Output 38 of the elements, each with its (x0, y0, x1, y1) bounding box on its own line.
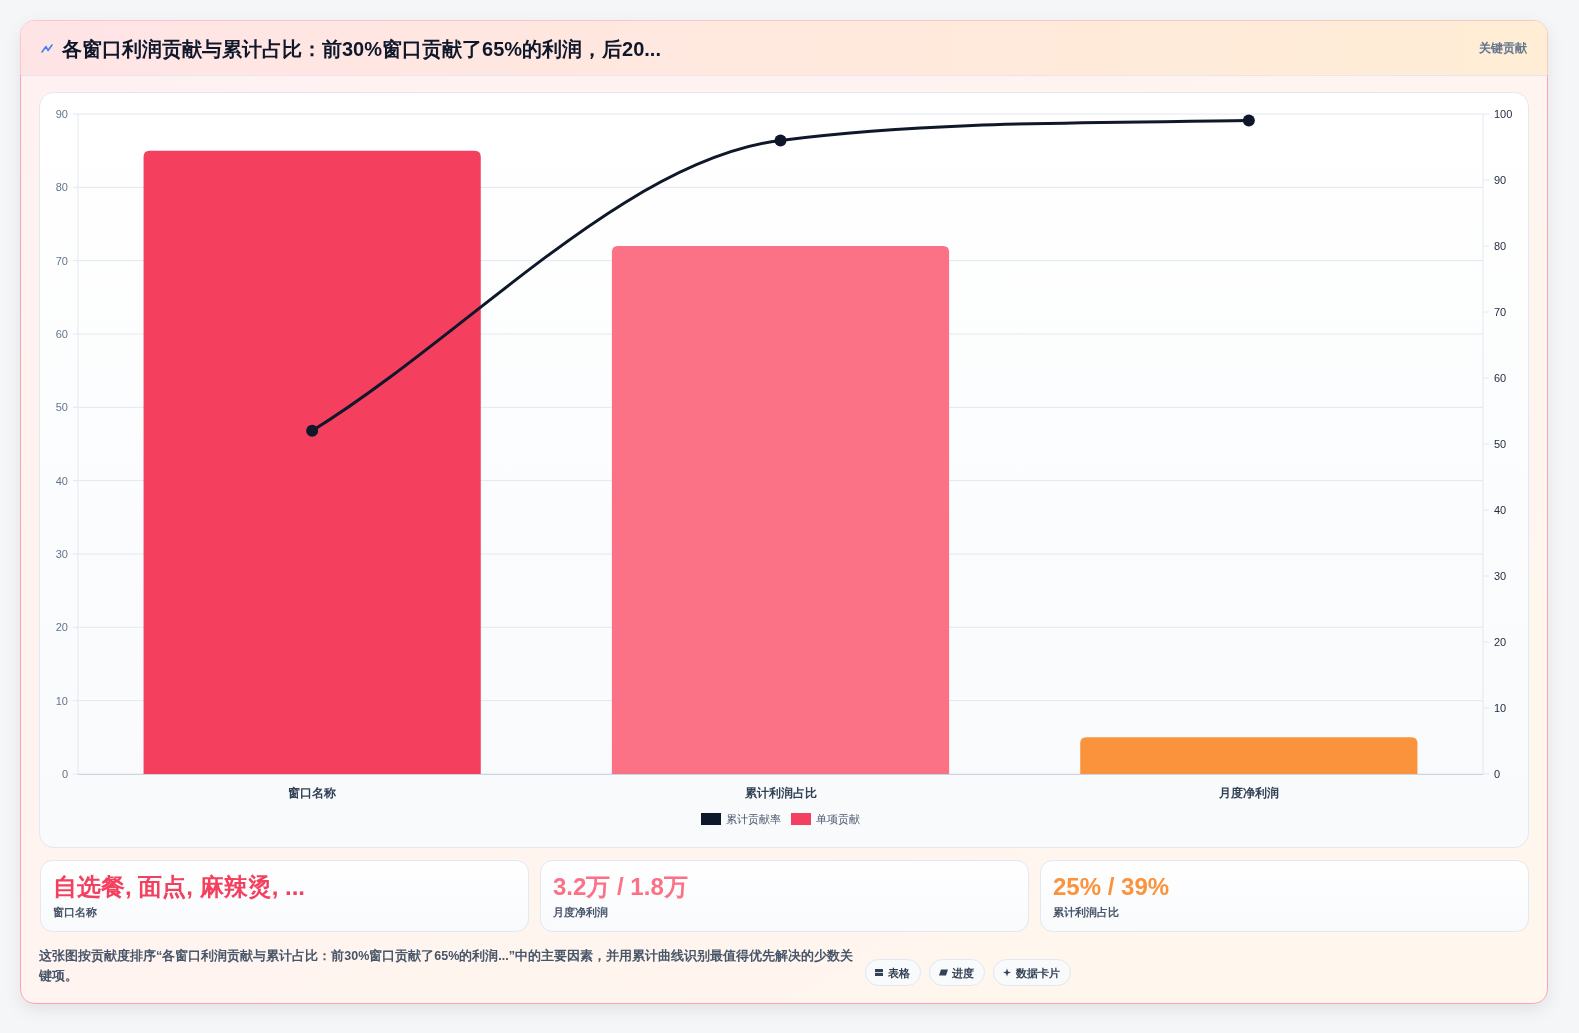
y-tick-label: 40 (55, 474, 68, 487)
chip: 进度 (929, 959, 985, 986)
y2-tick-label: 0 (1494, 768, 1501, 780)
chip: 表格 (865, 959, 921, 986)
text: 自选餐, 面点, 麻辣烫, ... (53, 873, 306, 900)
legend-label: 单项贡献 (816, 813, 860, 826)
text: 月度净利润 (552, 906, 608, 918)
y-tick-label: 50 (55, 401, 68, 414)
text: 累计利润占比 (1052, 906, 1119, 918)
y2-tick-label: 100 (1494, 108, 1513, 120)
text: 关键贡献 (1478, 41, 1528, 55)
text: 窗口名称 (53, 906, 98, 918)
y2-tick-label: 30 (1494, 570, 1507, 582)
y2-tick-label: 70 (1494, 306, 1507, 318)
x-tick-label: 累计利润占比 (743, 786, 817, 800)
y2-tick-label: 40 (1494, 504, 1507, 516)
y2-tick-label: 60 (1494, 372, 1507, 384)
chart-title: 各窗口利润贡献与累计占比：前30%窗口贡献了65%的利润，后20... (61, 37, 661, 61)
y-tick-label: 80 (55, 181, 68, 194)
y2-tick-label: 50 (1494, 438, 1507, 450)
x-tick-label: 月度净利润 (1217, 786, 1279, 800)
y2-tick-label: 20 (1494, 636, 1507, 648)
y-tick-label: 60 (55, 328, 68, 340)
legend-label: 累计贡献率 (726, 813, 781, 826)
y-tick-label: 30 (55, 548, 68, 560)
text: 3.2万 / 1.8万 (553, 873, 688, 900)
y-tick-label: 90 (55, 108, 68, 120)
y2-tick-label: 90 (1494, 174, 1507, 186)
y2-tick-label: 80 (1494, 240, 1507, 252)
y-tick-label: 20 (55, 621, 68, 634)
text: 这张图按贡献度排序“各窗口利润贡献与累计占比：前30%窗口贡献了65%的利润...”中的主要因素，并用累计曲线识别最值得优先解决的少数关键项。 (38, 948, 853, 983)
chip: 数据卡片 (993, 959, 1071, 986)
y2-tick-label: 10 (1494, 702, 1507, 714)
x-tick-label: 窗口名称 (288, 786, 338, 800)
y-tick-label: 0 (61, 768, 68, 780)
y-tick-label: 70 (55, 254, 68, 267)
y-tick-label: 10 (55, 694, 68, 707)
text: 25% / 39% (1053, 873, 1170, 900)
